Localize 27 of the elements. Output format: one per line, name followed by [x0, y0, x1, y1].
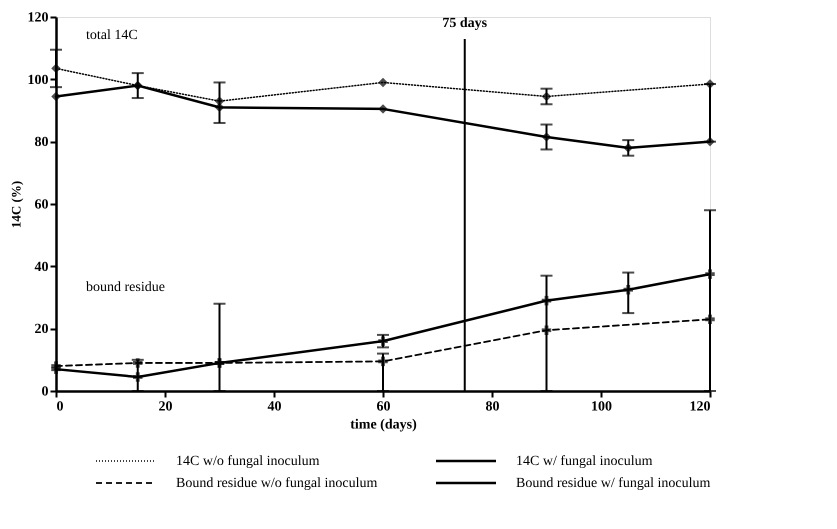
point — [378, 104, 388, 114]
x-tick-label: 120 — [690, 400, 710, 414]
legend-label: Bound residue w/ fungal inoculum — [516, 476, 711, 491]
annotation: bound residue — [86, 280, 165, 295]
y-axis-title: 14C (%) — [8, 180, 24, 228]
y-tick-label: 120 — [28, 10, 48, 26]
legend-label: 14C w/o fungal inoculum — [176, 454, 320, 469]
legend-label: Bound residue w/o fungal inoculum — [176, 476, 378, 491]
point — [51, 92, 61, 102]
y-tick-label: 80 — [34, 135, 48, 150]
x-tick-label: 0 — [56, 400, 64, 414]
point — [51, 364, 61, 374]
y-tick-label: 20 — [34, 322, 48, 338]
x-axis-title: time (days) — [350, 418, 418, 432]
x-tick-label: 20 — [158, 400, 172, 414]
ref-line-label: 75 days — [442, 16, 488, 31]
point — [378, 78, 388, 88]
y-tick-label: 0 — [42, 384, 48, 400]
x-tick-label: 60 — [376, 400, 390, 414]
y-tick-label: 60 — [34, 198, 48, 212]
x-tick-label: 80 — [486, 400, 500, 414]
x-tick-label: 40 — [268, 400, 282, 414]
annotation: total 14C — [86, 28, 138, 43]
legend-label: 14C w/ fungal inoculum — [516, 454, 653, 469]
x-tick-label: 100 — [591, 400, 612, 414]
y-tick-label: 100 — [28, 72, 48, 88]
y-tick-label: 40 — [34, 260, 48, 275]
